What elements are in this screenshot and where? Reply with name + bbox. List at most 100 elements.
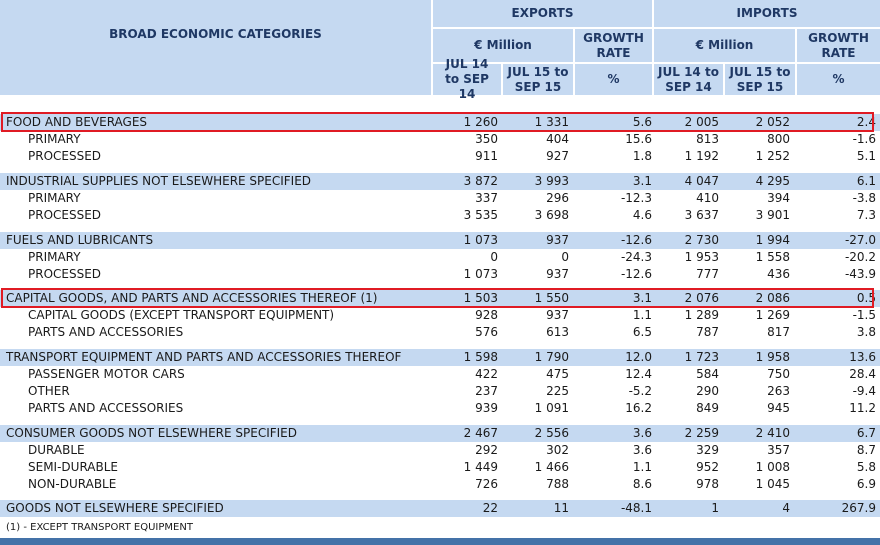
exports-period2-value: 1 331 — [534, 115, 569, 129]
header-imports-growth: GROWTH RATE — [797, 29, 880, 62]
imports-period2-value: 1 958 — [755, 350, 790, 364]
table-row: CAPITAL GOODS (EXCEPT TRANSPORT EQUIPMEN… — [0, 307, 880, 324]
imports-period2-value: 945 — [767, 401, 790, 415]
exports-period2-value: 937 — [546, 267, 569, 281]
imports-period1-value: 3 637 — [684, 208, 719, 222]
exports-period2-value: 475 — [546, 367, 569, 381]
exports-period1-value: 0 — [490, 250, 498, 264]
imports-growth-value: 11.2 — [849, 401, 876, 415]
exports-period1-value: 337 — [475, 191, 498, 205]
imports-period1-value: 978 — [696, 477, 719, 491]
imports-period2-value: 2 410 — [755, 426, 790, 440]
imports-period1-value: 787 — [696, 325, 719, 339]
exports-period2-value: 2 556 — [534, 426, 569, 440]
table-row: PROCESSED 1 073 937 -12.6 777 436 -43.9 — [0, 266, 880, 283]
imports-period1-value: 410 — [696, 191, 719, 205]
table-row: PRIMARY 0 0 -24.3 1 953 1 558 -20.2 — [0, 249, 880, 266]
table-row: PROCESSED 911 927 1.8 1 192 1 252 5.1 — [0, 148, 880, 165]
exports-period1-value: 1 073 — [463, 267, 498, 281]
imports-period2-value: 4 295 — [755, 174, 790, 188]
imports-period1-value: 1 289 — [684, 308, 719, 322]
imports-period2-value: 394 — [767, 191, 790, 205]
exports-period1-value: 1 503 — [463, 291, 498, 305]
imports-period2-value: 2 086 — [755, 291, 790, 305]
exports-period1-value: 2 467 — [463, 426, 498, 440]
exports-period1-value: 911 — [475, 149, 498, 163]
imports-period2-value: 2 052 — [755, 115, 790, 129]
exports-period2-value: 1 466 — [534, 460, 569, 474]
row-label: GOODS NOT ELSEWHERE SPECIFIED — [6, 501, 224, 515]
exports-period2-value: 3 993 — [534, 174, 569, 188]
imports-growth-value: 6.7 — [856, 426, 876, 440]
imports-growth-value: 13.6 — [849, 350, 876, 364]
table-row: TRANSPORT EQUIPMENT AND PARTS AND ACCESS… — [0, 349, 880, 366]
exports-period1-value: 350 — [475, 132, 498, 146]
header-exports: EXPORTS — [433, 0, 652, 27]
imports-growth-value: 7.3 — [856, 208, 876, 222]
exports-period2-value: 3 698 — [534, 208, 569, 222]
exports-growth-value: 4.6 — [632, 208, 652, 222]
imports-period1-value: 2 076 — [684, 291, 719, 305]
imports-growth-value: 5.8 — [856, 460, 876, 474]
imports-growth-value: -9.4 — [852, 384, 876, 398]
exports-growth-value: -48.1 — [620, 501, 652, 515]
imports-period2-value: 800 — [767, 132, 790, 146]
row-label: SEMI-DURABLE — [28, 460, 119, 474]
imports-period1-value: 290 — [696, 384, 719, 398]
imports-period2-value: 1 252 — [755, 149, 790, 163]
exports-growth-value: 1.1 — [632, 308, 652, 322]
imports-period2-value: 436 — [767, 267, 790, 281]
exports-growth-value: 12.4 — [625, 367, 652, 381]
table-row: FOOD AND BEVERAGES 1 260 1 331 5.6 2 005… — [0, 114, 880, 131]
header-imports: IMPORTS — [654, 0, 880, 27]
imports-period2-value: 1 994 — [755, 233, 790, 247]
imports-period2-value: 3 901 — [755, 208, 790, 222]
exports-period2-value: 11 — [553, 501, 569, 515]
exports-period1-value: 237 — [475, 384, 498, 398]
imports-growth-value: 6.1 — [856, 174, 876, 188]
table-row: SEMI-DURABLE 1 449 1 466 1.1 952 1 008 5… — [0, 459, 880, 476]
imports-period1-value: 4 047 — [684, 174, 719, 188]
exports-growth-value: 5.6 — [632, 115, 652, 129]
exports-growth-value: 3.1 — [632, 174, 652, 188]
imports-growth-value: 0.5 — [856, 291, 876, 305]
table-row: CAPITAL GOODS, AND PARTS AND ACCESSORIES… — [0, 290, 880, 307]
exports-period1-value: 422 — [475, 367, 498, 381]
table-row: FUELS AND LUBRICANTS 1 073 937 -12.6 2 7… — [0, 232, 880, 249]
table-row: PROCESSED 3 535 3 698 4.6 3 637 3 901 7.… — [0, 207, 880, 224]
row-label: TRANSPORT EQUIPMENT AND PARTS AND ACCESS… — [6, 350, 402, 364]
exports-period2-value: 1 550 — [534, 291, 569, 305]
row-label: CAPITAL GOODS, AND PARTS AND ACCESSORIES… — [6, 291, 378, 305]
header-exports-period2: JUL 15 to SEP 15 — [503, 64, 573, 95]
imports-growth-value: 8.7 — [856, 443, 876, 457]
row-label: PROCESSED — [28, 149, 102, 163]
exports-period1-value: 3 872 — [463, 174, 498, 188]
exports-growth-value: 8.6 — [632, 477, 652, 491]
imports-period2-value: 1 008 — [755, 460, 790, 474]
exports-period2-value: 404 — [546, 132, 569, 146]
imports-growth-value: 28.4 — [849, 367, 876, 381]
table-row: GOODS NOT ELSEWHERE SPECIFIED 22 11 -48.… — [0, 500, 880, 517]
row-label: PARTS AND ACCESSORIES — [28, 401, 184, 415]
footnote: (1) - EXCEPT TRANSPORT EQUIPMENT — [6, 522, 193, 533]
exports-period2-value: 302 — [546, 443, 569, 457]
imports-growth-value: 267.9 — [841, 501, 876, 515]
imports-period2-value: 1 045 — [755, 477, 790, 491]
exports-growth-value: 3.6 — [632, 426, 652, 440]
imports-period2-value: 817 — [767, 325, 790, 339]
table-row: CONSUMER GOODS NOT ELSEWHERE SPECIFIED 2… — [0, 425, 880, 442]
imports-growth-value: -20.2 — [844, 250, 876, 264]
imports-period1-value: 813 — [696, 132, 719, 146]
header-imports-pct: % — [797, 64, 880, 95]
row-label: PRIMARY — [28, 191, 81, 205]
row-label: PARTS AND ACCESSORIES — [28, 325, 184, 339]
exports-growth-value: -12.6 — [620, 233, 652, 247]
table-row: NON-DURABLE 726 788 8.6 978 1 045 6.9 — [0, 476, 880, 493]
exports-period1-value: 939 — [475, 401, 498, 415]
header-exports-growth: GROWTH RATE — [575, 29, 652, 62]
header-imports-million: € Million — [654, 29, 795, 62]
imports-period2-value: 1 558 — [755, 250, 790, 264]
exports-period1-value: 1 449 — [463, 460, 498, 474]
exports-period1-value: 292 — [475, 443, 498, 457]
imports-growth-value: 3.8 — [856, 325, 876, 339]
